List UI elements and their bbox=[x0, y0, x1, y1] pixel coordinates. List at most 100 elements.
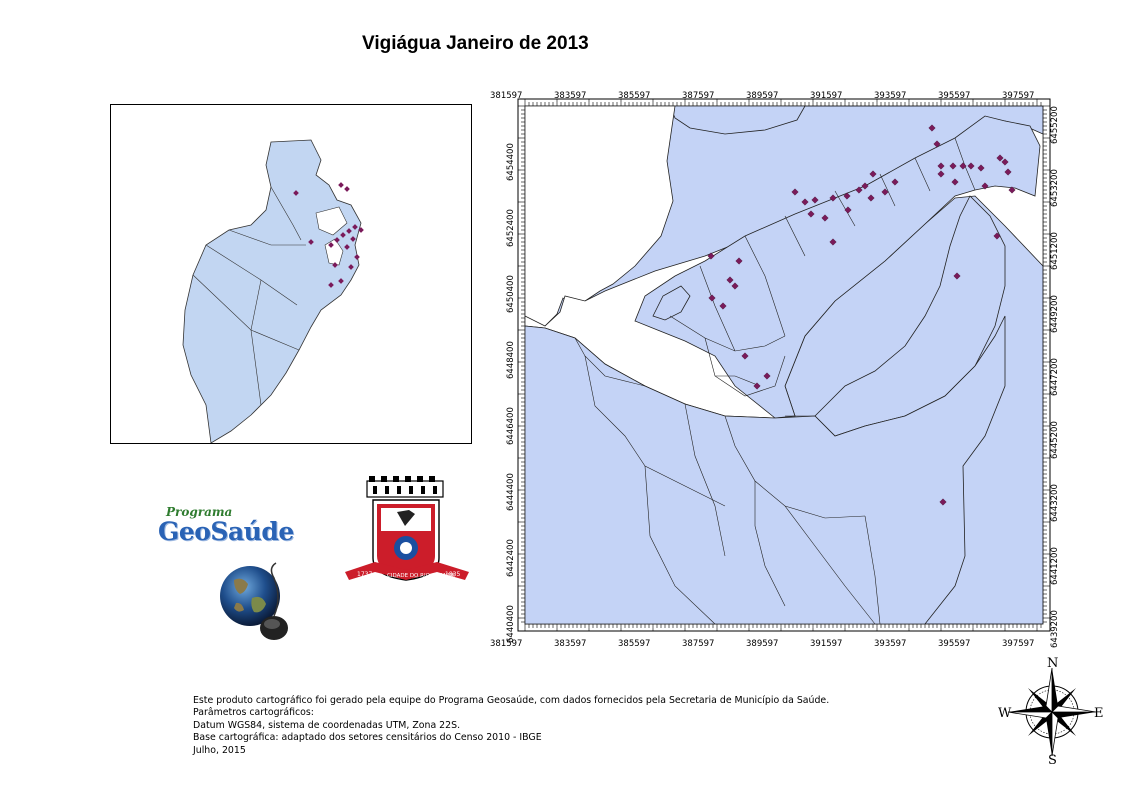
sample-point bbox=[951, 178, 959, 186]
lagoon-north-shore bbox=[669, 105, 806, 135]
sample-point bbox=[1001, 158, 1009, 166]
credits-line-2: Parâmetros cartográficos: bbox=[193, 707, 314, 719]
inset-map-svg bbox=[182, 139, 364, 443]
crest-year-right: 1835 bbox=[445, 571, 460, 578]
x-tick-label: 395597 bbox=[938, 639, 970, 648]
logo-geosaude-label: GeoSaúde bbox=[158, 517, 294, 546]
x-tick-label: 391597 bbox=[810, 639, 842, 648]
x-tick-label: 389597 bbox=[746, 639, 778, 648]
sample-point bbox=[1008, 186, 1016, 194]
y-tick-label: 6450400 bbox=[506, 275, 516, 313]
x-tick-label: 387597 bbox=[682, 91, 714, 101]
sample-point bbox=[967, 162, 975, 170]
sample-point bbox=[996, 154, 1004, 162]
page-title: Vigiágua Janeiro de 2013 bbox=[362, 33, 589, 54]
sample-point bbox=[811, 196, 819, 204]
logo-program-label: Programa bbox=[166, 505, 233, 519]
credits-line-1: Este produto cartográfico foi gerado pel… bbox=[193, 695, 830, 706]
compass-rose-icon: N S E W bbox=[996, 656, 1108, 768]
compass-east: E bbox=[1094, 706, 1104, 721]
sample-point bbox=[869, 170, 877, 178]
y-tick-label: 6455200 bbox=[1050, 106, 1060, 144]
y-tick-label: 6441200 bbox=[1050, 547, 1060, 585]
sample-point bbox=[933, 140, 941, 148]
x-tick-label: 381597 bbox=[490, 91, 522, 101]
sample-point bbox=[977, 164, 985, 172]
x-tick-label: 385597 bbox=[618, 91, 650, 101]
x-tick-label: 397597 bbox=[1002, 639, 1034, 648]
sample-point bbox=[993, 232, 1001, 240]
main-map: 381597 383597 385597 387597 389597 391597 3935… bbox=[485, 86, 1067, 649]
x-tick-label: 387597 bbox=[682, 639, 714, 648]
compass-south: S bbox=[1048, 753, 1057, 768]
sample-point bbox=[829, 238, 837, 246]
sample-point bbox=[843, 192, 851, 200]
sample-point bbox=[791, 188, 799, 196]
sample-point bbox=[939, 498, 947, 506]
island-main bbox=[634, 115, 1041, 419]
sample-point bbox=[829, 194, 837, 202]
islet bbox=[652, 285, 691, 321]
y-tick-label: 6453200 bbox=[1050, 169, 1060, 207]
x-tick-label: 391597 bbox=[810, 91, 842, 101]
sample-point bbox=[881, 188, 889, 196]
sample-point bbox=[959, 162, 967, 170]
y-tick-label: 6449200 bbox=[1050, 295, 1060, 333]
sample-point bbox=[731, 282, 739, 290]
sector-boundaries bbox=[574, 137, 976, 625]
x-tick-label: 397597 bbox=[1002, 91, 1034, 101]
sample-point bbox=[953, 272, 961, 280]
sample-point bbox=[855, 186, 863, 194]
y-tick-label: 6452400 bbox=[506, 209, 516, 247]
sample-point bbox=[707, 252, 715, 260]
x-tick-labels-bottom: 381597 383597 385597 387597 389597 391597 3935… bbox=[490, 639, 1034, 649]
crest-banner: CIDADE DO RIO GRANDE bbox=[387, 573, 456, 579]
x-tick-label: 395597 bbox=[938, 91, 970, 101]
x-tick-label: 385597 bbox=[618, 639, 650, 648]
sample-point bbox=[928, 124, 936, 132]
credits-line-4: Base cartográfica: adaptado dos setores … bbox=[193, 732, 542, 744]
x-tick-labels-top: 381597 383597 385597 387597 389597 391597 3935… bbox=[490, 91, 1034, 101]
sample-point bbox=[867, 194, 875, 202]
sample-point bbox=[719, 302, 727, 310]
y-tick-label: 6440400 bbox=[506, 605, 516, 643]
globe-mouse-icon bbox=[216, 558, 296, 646]
x-tick-label: 393597 bbox=[874, 639, 906, 648]
sample-point bbox=[861, 182, 869, 190]
y-tick-label: 6447200 bbox=[1050, 358, 1060, 396]
sample-point bbox=[821, 214, 829, 222]
y-tick-label: 6439200 bbox=[1050, 610, 1060, 648]
sample-point bbox=[726, 276, 734, 284]
y-tick-label: 6445200 bbox=[1050, 421, 1060, 459]
main-map-svg: 381597 383597 385597 387597 389597 391597 3935… bbox=[490, 91, 1060, 649]
y-tick-labels-left: 6454400 6452400 6450400 6448400 6446400 64444… bbox=[506, 143, 516, 643]
compass-west: W bbox=[998, 706, 1012, 721]
y-tick-label: 6446400 bbox=[506, 407, 516, 445]
sample-point bbox=[801, 198, 809, 206]
inset-boundaries bbox=[192, 186, 306, 406]
sample-point bbox=[844, 206, 852, 214]
sample-point bbox=[891, 178, 899, 186]
sample-point bbox=[1004, 168, 1012, 176]
crest-year-left: 1737 bbox=[357, 571, 372, 578]
sample-point bbox=[753, 382, 761, 390]
x-tick-label: 389597 bbox=[746, 91, 778, 101]
sample-point bbox=[937, 170, 945, 178]
sample-point bbox=[763, 372, 771, 380]
y-tick-label: 6454400 bbox=[506, 143, 516, 181]
credits-line-5: Julho, 2015 bbox=[193, 744, 246, 756]
sample-point bbox=[807, 210, 815, 218]
y-tick-label: 6444400 bbox=[506, 473, 516, 511]
credits-line-3: Datum WGS84, sistema de coordenadas UTM,… bbox=[193, 719, 461, 731]
sample-point bbox=[937, 162, 945, 170]
sample-point bbox=[708, 294, 716, 302]
inset-map bbox=[110, 104, 472, 444]
x-tick-label: 383597 bbox=[554, 91, 586, 101]
inset-land bbox=[182, 139, 362, 443]
sample-point bbox=[735, 257, 743, 265]
y-tick-label: 6451200 bbox=[1050, 232, 1060, 270]
tick-marks bbox=[518, 99, 1050, 631]
map-credits: Este produto cartográfico foi gerado pel… bbox=[193, 695, 829, 757]
x-tick-label: 383597 bbox=[554, 639, 586, 648]
y-tick-labels-right: 6455200 6453200 6451200 6449200 6447200 64452… bbox=[1050, 106, 1060, 648]
